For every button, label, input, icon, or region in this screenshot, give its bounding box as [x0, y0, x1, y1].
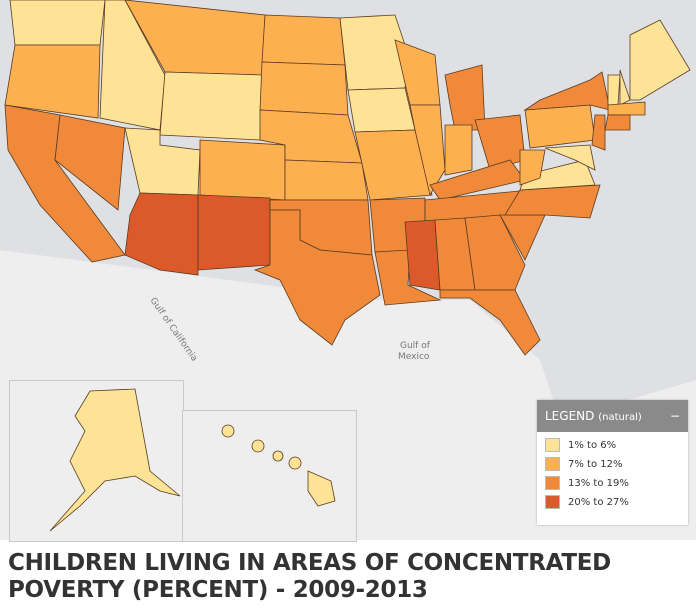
legend-label: 7% to 12%: [568, 458, 623, 470]
legend-swatch: [545, 476, 560, 490]
state-TX[interactable]: [253, 209, 381, 346]
state-NJ[interactable]: [591, 114, 606, 151]
legend-swatch: [545, 457, 560, 471]
state-VA[interactable]: [519, 159, 596, 191]
state-ME[interactable]: [629, 19, 691, 101]
state-AK[interactable]: [49, 388, 181, 532]
state-UT[interactable]: [124, 127, 201, 196]
state-FL[interactable]: [439, 289, 541, 356]
state-MD[interactable]: [544, 144, 596, 171]
state-NM[interactable]: [197, 194, 271, 271]
state-GA[interactable]: [464, 214, 526, 291]
state-NY[interactable]: [523, 71, 611, 111]
state-SD[interactable]: [259, 61, 349, 116]
gulf-mexico-label-2: Mexico: [398, 352, 430, 362]
state-VT[interactable]: [607, 74, 621, 106]
state-KS[interactable]: [284, 159, 369, 201]
legend-swatch: [545, 495, 560, 509]
state-WA[interactable]: [9, 0, 106, 46]
page-title: CHILDREN LIVING IN AREAS OF CONCENTRATED…: [8, 550, 611, 603]
legend-item: 13% to 19%: [545, 476, 688, 490]
state-MS[interactable]: [404, 219, 441, 291]
state-ND[interactable]: [261, 14, 346, 66]
collapse-icon[interactable]: −: [669, 409, 680, 423]
legend-swatch: [545, 438, 560, 452]
state-OR[interactable]: [4, 44, 101, 119]
legend-panel: LEGEND (natural) − 1% to 6% 7% to 12% 13…: [537, 400, 688, 525]
state-LA[interactable]: [374, 249, 442, 306]
legend-label: 13% to 19%: [568, 477, 629, 489]
legend-header[interactable]: LEGEND (natural) −: [537, 400, 688, 432]
gulf-mexico-label-1: Gulf of: [400, 341, 431, 351]
state-CO[interactable]: [199, 139, 286, 201]
state-WY[interactable]: [159, 71, 263, 141]
state-CT[interactable]: [604, 114, 631, 131]
legend-label: 1% to 6%: [568, 439, 617, 451]
alaska-inset[interactable]: [9, 380, 184, 542]
state-IA[interactable]: [347, 87, 416, 133]
state-MO[interactable]: [354, 129, 433, 201]
legend-title: LEGEND: [545, 409, 595, 423]
map-canvas[interactable]: Gulf of California Gulf of Mexico: [0, 0, 696, 540]
legend-subtitle: (natural): [598, 412, 642, 423]
state-HI[interactable]: [221, 424, 336, 507]
state-PA[interactable]: [524, 104, 596, 149]
legend-item: 7% to 12%: [545, 457, 688, 471]
choropleth-map[interactable]: Gulf of California Gulf of Mexico: [0, 0, 696, 542]
state-NC[interactable]: [504, 184, 601, 219]
state-NV[interactable]: [54, 114, 126, 211]
legend-item: 20% to 27%: [545, 495, 688, 509]
state-NH[interactable]: [619, 69, 631, 106]
state-WV[interactable]: [519, 149, 546, 186]
state-IN[interactable]: [444, 124, 473, 176]
state-MA[interactable]: [607, 101, 646, 116]
state-OH[interactable]: [474, 114, 526, 171]
legend-label: 20% to 27%: [568, 496, 629, 508]
state-AZ[interactable]: [124, 192, 199, 276]
hawaii-inset[interactable]: [182, 410, 357, 542]
legend-item: 1% to 6%: [545, 438, 688, 452]
